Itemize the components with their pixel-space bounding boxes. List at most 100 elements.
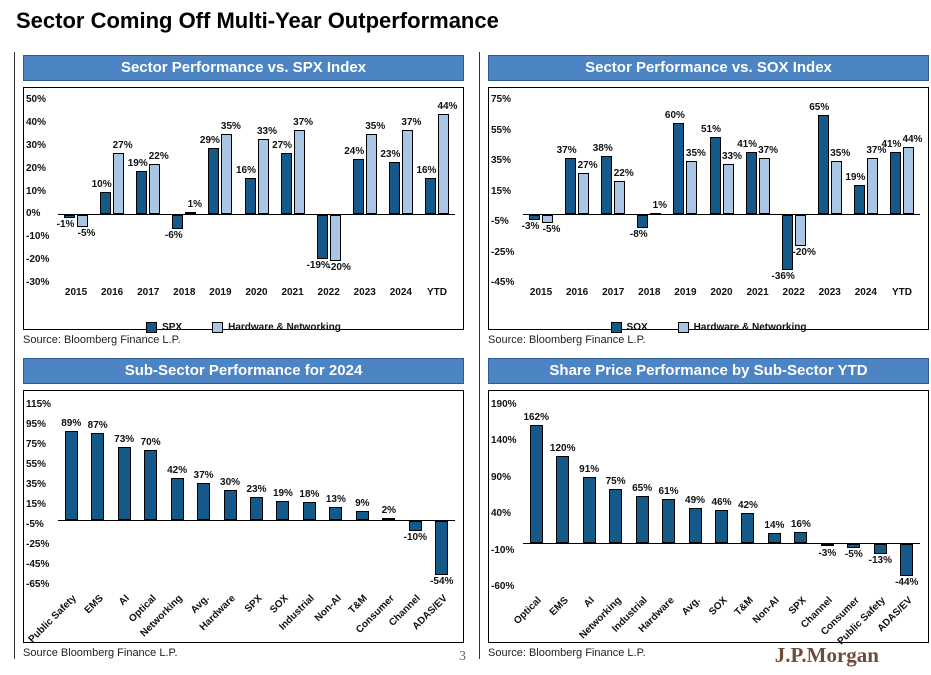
value-label: 42%: [167, 465, 188, 476]
value-label: 91%: [579, 464, 600, 476]
legend-item: SPX: [146, 321, 182, 333]
value-label: 1%: [187, 199, 203, 211]
bar: [223, 490, 237, 520]
bar: [170, 478, 184, 520]
bar: [280, 152, 292, 215]
bar: [329, 507, 343, 520]
bar: [614, 180, 626, 215]
value-label: 65%: [632, 483, 653, 494]
chart-title-banner-spx: Sector Performance vs. SPX Index: [23, 55, 464, 81]
y-tick-label: 90%: [491, 471, 512, 483]
bar: [542, 215, 554, 223]
x-tick-label: 2015: [64, 287, 88, 298]
bar: [781, 215, 793, 271]
bar: [64, 431, 78, 520]
x-tick-label: 2021: [746, 287, 769, 298]
source-note-ytd: Source: Bloomberg Finance L.P.: [488, 647, 646, 659]
value-label: 60%: [664, 109, 685, 121]
value-label: 16%: [790, 518, 811, 530]
bar: [91, 433, 105, 520]
bar: [582, 477, 596, 544]
panel-sector-vs-sox: Sector Performance vs. SOX Index 75% 55% 3…: [486, 55, 931, 346]
bar: [820, 544, 834, 547]
value-label: 1%: [652, 199, 668, 211]
bar: [609, 488, 623, 544]
y-tick-label: 50%: [26, 94, 47, 105]
bar: [401, 129, 413, 215]
zero-axis-line: [523, 214, 920, 216]
bar: [637, 215, 649, 228]
value-label: 23%: [246, 484, 267, 495]
x-tick-label: 2020: [245, 287, 268, 298]
value-label: 37%: [193, 470, 214, 481]
bar: [565, 157, 577, 215]
x-tick-label: 2018: [173, 287, 196, 298]
value-label: 120%: [549, 442, 576, 454]
chart-legend-sox: SOX Hardware & Networking: [489, 315, 928, 339]
value-label: 70%: [140, 437, 161, 448]
value-label: 30%: [220, 477, 241, 488]
y-tick-label: 30%: [26, 139, 47, 151]
value-label: 41%: [881, 138, 902, 150]
value-label: 35%: [220, 121, 241, 133]
value-label: 37%: [556, 144, 577, 156]
y-tick-label: 40%: [491, 508, 512, 520]
bar: [686, 161, 698, 215]
legend-label: Hardware & Networking: [228, 321, 341, 333]
x-tick-label: 2017: [602, 287, 625, 298]
bar: [388, 161, 400, 215]
bar: [673, 122, 685, 215]
x-tick-label: 2019: [674, 287, 697, 298]
y-tick-label: 15%: [491, 185, 512, 197]
bar: [767, 533, 781, 544]
bar: [77, 215, 89, 227]
bar: [276, 501, 290, 520]
bar: [794, 215, 806, 246]
panel-sector-vs-spx: Sector Performance vs. SPX Index 50% 40% 3…: [21, 55, 466, 346]
chart-area-sox: 75% 55% 35% 15% -5% -25% -45% -3% 37% 38% -8% 60% 51…: [488, 87, 929, 333]
x-tick-label: YTD: [426, 287, 447, 298]
value-label: 44%: [437, 100, 458, 112]
legend-label: Hardware & Networking: [693, 321, 807, 333]
value-label: -3%: [818, 547, 837, 559]
y-tick-label: 40%: [26, 116, 47, 128]
bar: [817, 115, 829, 215]
value-label: 37%: [293, 116, 314, 128]
legend-item: Hardware & Networking: [212, 321, 341, 333]
y-tick-label: 190%: [491, 399, 517, 410]
y-tick-label: -10%: [26, 231, 50, 243]
value-label: -20%: [792, 246, 816, 258]
plot-area: 190% 140% 90% 40% -10% -60% 162% 120% 91% 75% 65% 6…: [491, 399, 920, 647]
bar: [64, 215, 76, 218]
value-label: 22%: [613, 167, 634, 179]
value-label: 18%: [299, 489, 320, 500]
bar: [329, 215, 341, 262]
value-label: -44%: [895, 577, 919, 589]
chart-title-banner-sox: Sector Performance vs. SOX Index: [488, 55, 929, 81]
value-label: -10%: [403, 532, 427, 543]
bar: [578, 173, 590, 215]
bar: [293, 129, 305, 215]
y-tick-label: 35%: [491, 155, 512, 166]
bar: [424, 177, 436, 215]
bar: [149, 164, 161, 215]
y-tick-label: 55%: [491, 124, 512, 136]
x-tick-label: 2019: [209, 287, 232, 298]
bar: [185, 212, 197, 215]
value-label: 14%: [764, 520, 785, 532]
bar: [435, 521, 449, 575]
bar-chart-canvas-sox: 75% 55% 35% 15% -5% -25% -45% -3% 37% 38% -8% 60% 51…: [489, 94, 928, 315]
value-label: 33%: [721, 151, 742, 163]
x-tick-label: YTD: [891, 287, 912, 298]
bar: [250, 497, 263, 520]
value-label: 16%: [416, 164, 437, 176]
value-label: -36%: [771, 271, 795, 283]
value-label: 61%: [658, 485, 679, 497]
bar: [302, 502, 316, 520]
y-tick-label: 115%: [26, 399, 52, 410]
y-tick-label: 0%: [26, 208, 41, 220]
source-note-2024: Source Bloomberg Finance L.P.: [23, 647, 178, 659]
value-label: 9%: [355, 498, 370, 509]
value-label: 37%: [758, 144, 779, 156]
